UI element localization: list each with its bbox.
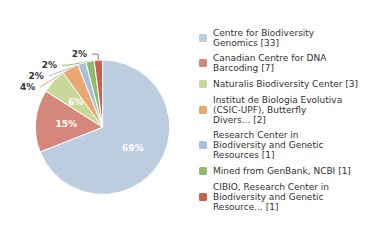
svg-text:Biodiversity and Genetic: Biodiversity and Genetic [213,192,323,202]
svg-text:2%: 2% [72,49,87,59]
svg-text:69%: 69% [122,143,144,153]
svg-text:2%: 2% [29,71,44,81]
svg-text:(CSIC-UPF), Butterfly: (CSIC-UPF), Butterfly [213,105,307,115]
svg-text:Biodiversity and Genetic: Biodiversity and Genetic [213,140,323,150]
svg-text:Barcoding [7]: Barcoding [7] [213,63,274,73]
svg-text:Naturalis Biodiversity Center: Naturalis Biodiversity Center [3] [213,79,358,89]
svg-text:4%: 4% [20,82,35,92]
svg-text:15%: 15% [55,119,77,129]
svg-text:Resource... [1]: Resource... [1] [213,202,278,212]
svg-text:6%: 6% [68,97,83,107]
svg-text:Institut de Biologia Evolutiva: Institut de Biologia Evolutiva [213,95,342,105]
svg-text:Genomics [33]: Genomics [33] [213,38,279,48]
svg-text:Resources [1]: Resources [1] [213,150,275,160]
svg-text:2%: 2% [42,60,57,70]
svg-text:Centre for Biodiversity: Centre for Biodiversity [213,28,315,38]
svg-text:Divers... [2]: Divers... [2] [213,115,266,125]
svg-text:CIBIO, Research Center in: CIBIO, Research Center in [213,182,329,192]
svg-text:Research Center in: Research Center in [213,130,299,140]
svg-text:Canadian Centre for DNA: Canadian Centre for DNA [213,53,327,63]
svg-text:Mined from GenBank, NCBI [1]: Mined from GenBank, NCBI [1] [213,166,351,176]
